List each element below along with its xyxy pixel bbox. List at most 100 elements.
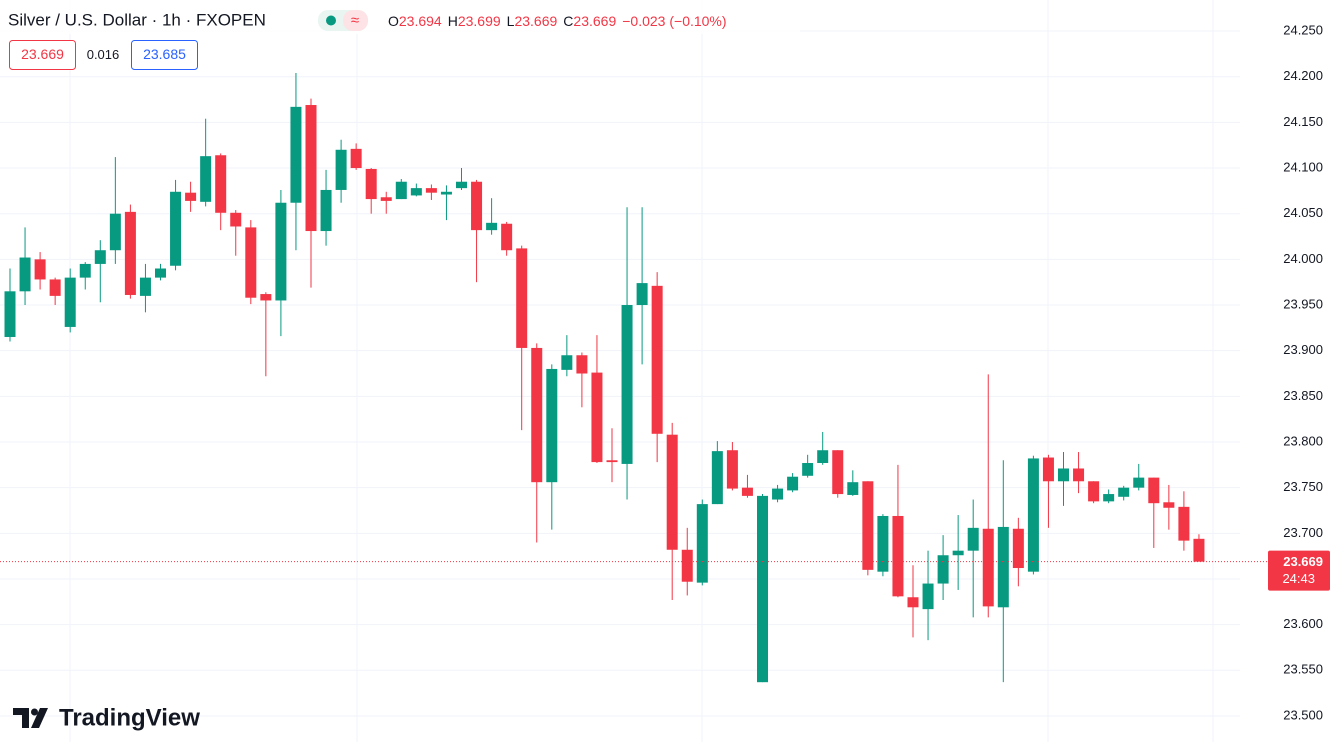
ohlc-key: H [448,13,458,29]
y-tick-label: 23.600 [1283,616,1323,631]
status-badge-right [343,10,368,31]
header-bg [0,0,800,34]
candle-body [711,451,723,505]
ohlc-value: 23.669 [573,13,616,29]
candle-body [19,257,31,292]
candle-body [260,294,272,301]
y-tick-label: 24.200 [1283,68,1323,83]
candle-body [772,488,784,500]
spread: 0.016 [87,47,120,62]
candle-body [215,155,227,213]
y-tick-label: 24.250 [1283,22,1323,37]
candle-body [1088,481,1100,502]
candle-body [305,105,317,232]
candle-body [591,372,603,463]
bid-price: 23.669 [21,46,64,62]
candle-body [34,259,46,280]
candle-body [486,222,498,231]
candle-body [982,528,994,607]
candle-body [561,355,573,370]
y-tick-label: 24.050 [1283,205,1323,220]
ohlc-key: L [507,13,515,29]
candle-body [471,181,483,231]
candle-body [892,515,904,597]
y-tick-label: 24.100 [1283,159,1323,174]
candle-body [350,148,362,169]
candle-body [155,268,166,278]
candle-body [651,285,663,434]
candle-body [456,181,467,189]
ask-box[interactable] [131,40,198,70]
candle-body [64,277,76,327]
candle-body [49,279,61,296]
candle-body [952,550,964,556]
candle-body [170,191,182,266]
candle-body [862,481,874,570]
logo-icon-dot [31,708,38,716]
candle-body [245,227,257,298]
market-open-dot [326,15,336,26]
candle-body [907,597,919,608]
candle-body [531,347,543,483]
candle-body [787,476,799,491]
candle-body [275,202,287,301]
candle-body [1178,506,1190,541]
y-tick-label: 23.800 [1283,433,1323,448]
candle-body [937,555,949,584]
candle-body [997,526,1009,608]
last-price-label: 23.669 [1283,554,1323,569]
candle-body [4,291,16,337]
candle-body [1193,538,1205,562]
y-tick-label: 24.150 [1283,114,1323,129]
candle-body [666,434,678,550]
candle-body [94,250,106,264]
candles [4,73,1205,683]
ohlc-legend: O23.694 H23.699 L23.669 C23.669 −0.023 (−0.1… [388,13,727,29]
candle-body [290,106,302,203]
last-price-box [1268,550,1330,591]
candle-body [124,211,136,295]
candle-body [109,213,121,251]
symbol-title: Silver / U.S. Dollar · 1h · FXOPEN [8,10,266,29]
candle-body [79,263,91,278]
bid-box[interactable] [9,40,76,70]
candle-body [757,495,768,683]
candle-body [741,487,753,496]
y-tick-label: 23.850 [1283,388,1323,403]
logo: TradingView [13,704,200,731]
overlay: 23.669 24:43 [0,550,1330,591]
countdown: 24:43 [1282,571,1315,586]
y-tick-label: 23.700 [1283,525,1323,540]
candle-body [576,355,588,374]
candle-body [410,188,422,196]
candle-body [621,305,633,464]
candle-body [877,515,889,572]
candle-body [696,504,708,583]
candle-body [1058,468,1069,482]
candle-body [335,149,347,190]
candle-body [817,450,829,464]
candle-body [425,188,437,193]
candle-body [1133,477,1145,488]
logo-text: TradingView [59,704,200,731]
ohlc-value: 23.694 [399,13,442,29]
candle-body [501,223,513,251]
candle-body [1012,528,1024,569]
change: −0.023 (−0.10%) [622,13,726,29]
candle-body [230,212,242,227]
y-tick-label: 23.950 [1283,296,1323,311]
candle-body [380,197,392,201]
candle-body [395,181,407,200]
logo-icon [13,708,29,728]
ohlc-key: C [563,13,573,29]
candle-body [546,368,558,483]
y-tick-label: 23.750 [1283,479,1323,494]
candle-body [365,168,377,200]
candle-body [1027,458,1039,572]
candle-body [139,277,151,296]
candle-body [606,460,618,463]
candle-body [185,192,197,201]
candle-body [320,189,332,232]
ask-price: 23.685 [143,46,186,62]
